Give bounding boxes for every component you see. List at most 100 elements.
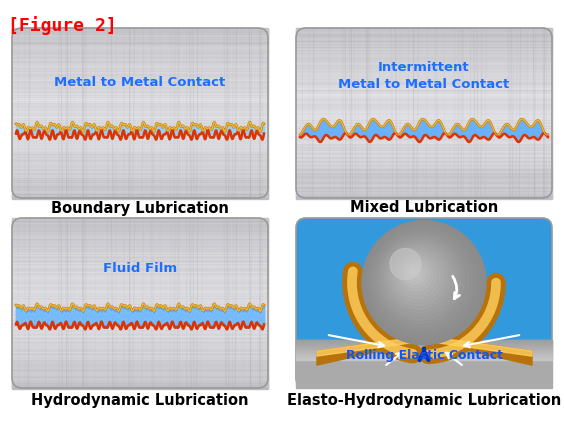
Circle shape: [389, 248, 447, 306]
Bar: [12, 330, 268, 332]
Bar: [12, 373, 268, 374]
Bar: [12, 75, 268, 76]
Bar: [12, 153, 268, 154]
Bar: [296, 87, 552, 89]
Bar: [12, 150, 268, 151]
Bar: [12, 316, 268, 317]
Bar: [296, 70, 552, 71]
Bar: [12, 336, 268, 338]
Bar: [12, 301, 268, 303]
Circle shape: [394, 253, 440, 299]
Bar: [296, 100, 552, 102]
Bar: [12, 186, 268, 187]
Bar: [296, 117, 552, 119]
Bar: [296, 130, 552, 132]
Bar: [296, 114, 552, 116]
Bar: [12, 366, 268, 368]
FancyBboxPatch shape: [296, 218, 552, 388]
Bar: [12, 58, 268, 60]
Bar: [296, 34, 552, 35]
Bar: [12, 82, 268, 84]
Bar: [12, 95, 268, 97]
Bar: [12, 378, 268, 379]
Bar: [12, 227, 268, 228]
Bar: [12, 138, 268, 140]
Text: Fluid Film: Fluid Film: [103, 262, 177, 276]
Bar: [296, 165, 552, 167]
Bar: [296, 75, 552, 76]
Bar: [296, 78, 552, 79]
Bar: [296, 66, 552, 68]
Bar: [12, 162, 268, 163]
Bar: [12, 187, 268, 189]
Bar: [12, 304, 268, 306]
Bar: [296, 353, 552, 354]
Bar: [12, 157, 268, 159]
Bar: [12, 139, 268, 141]
Bar: [296, 172, 552, 173]
Bar: [296, 37, 552, 38]
Bar: [12, 346, 268, 347]
Bar: [296, 77, 552, 78]
Bar: [12, 269, 268, 271]
Circle shape: [363, 221, 486, 344]
Bar: [296, 173, 552, 175]
Circle shape: [364, 223, 483, 342]
Bar: [296, 118, 552, 119]
Circle shape: [364, 223, 482, 341]
Circle shape: [391, 250, 443, 302]
Bar: [12, 96, 268, 97]
Bar: [12, 298, 268, 300]
Bar: [296, 195, 552, 197]
Bar: [296, 49, 552, 51]
Bar: [12, 115, 268, 116]
Bar: [12, 235, 268, 236]
Bar: [12, 177, 268, 179]
Bar: [12, 353, 268, 354]
Bar: [12, 338, 268, 340]
Bar: [12, 152, 268, 154]
Bar: [12, 292, 268, 293]
Bar: [296, 188, 552, 189]
Bar: [12, 241, 268, 243]
Bar: [12, 53, 268, 54]
Bar: [296, 84, 552, 86]
Bar: [12, 196, 268, 197]
Bar: [12, 297, 268, 298]
Bar: [12, 131, 268, 133]
Bar: [12, 328, 268, 330]
Bar: [12, 383, 268, 384]
Bar: [296, 55, 552, 57]
Bar: [296, 157, 552, 159]
Bar: [12, 325, 268, 327]
Bar: [12, 45, 268, 46]
Bar: [12, 377, 268, 379]
Bar: [12, 245, 268, 246]
Bar: [12, 317, 268, 319]
Bar: [12, 326, 268, 327]
Bar: [296, 51, 552, 52]
Bar: [296, 43, 552, 44]
Bar: [12, 149, 268, 151]
Bar: [12, 143, 268, 144]
Bar: [296, 193, 552, 195]
Bar: [12, 307, 268, 308]
Bar: [296, 69, 552, 70]
Bar: [12, 163, 268, 165]
Bar: [12, 259, 268, 260]
Bar: [12, 308, 268, 309]
Bar: [296, 340, 552, 341]
Bar: [296, 138, 552, 140]
Bar: [296, 153, 552, 154]
Bar: [12, 112, 268, 114]
Bar: [296, 134, 552, 135]
Bar: [296, 65, 552, 67]
Bar: [296, 110, 552, 111]
Bar: [12, 275, 268, 276]
Bar: [12, 315, 268, 316]
Bar: [296, 341, 552, 342]
Bar: [296, 46, 552, 48]
Bar: [296, 354, 552, 356]
Bar: [12, 155, 268, 157]
Bar: [12, 79, 268, 81]
